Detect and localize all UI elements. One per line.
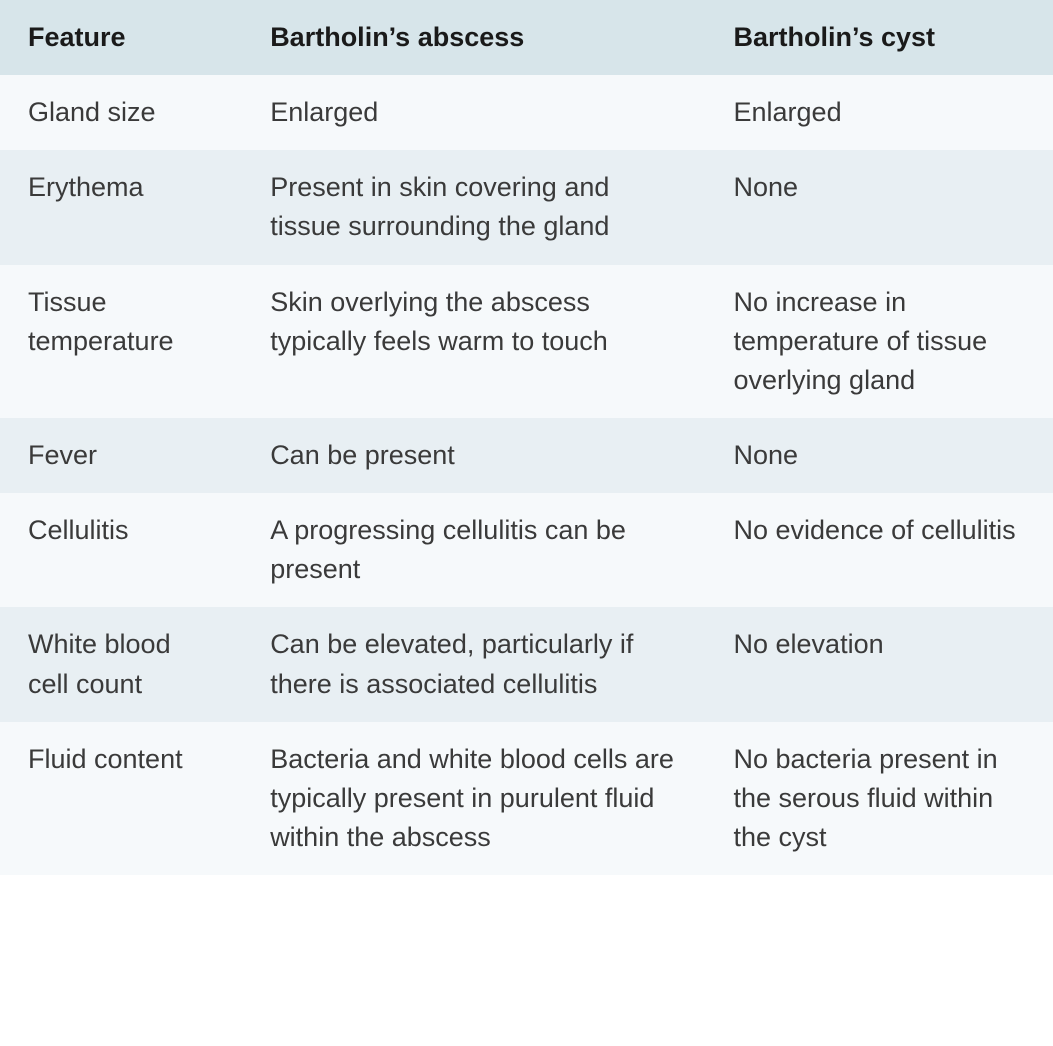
- cell-feature: Gland size: [0, 75, 242, 150]
- table-body: Gland size Enlarged Enlarged Erythema Pr…: [0, 75, 1053, 875]
- cell-abscess: Can be elevated, particularly if there i…: [242, 607, 705, 721]
- cell-cyst: No evidence of cellulitis: [706, 493, 1053, 607]
- cell-cyst: Enlarged: [706, 75, 1053, 150]
- table-row: Tissue temperature Skin overlying the ab…: [0, 265, 1053, 418]
- cell-abscess: Skin overlying the abscess typically fee…: [242, 265, 705, 418]
- cell-abscess: Enlarged: [242, 75, 705, 150]
- cell-feature: Cellulitis: [0, 493, 242, 607]
- cell-feature: Tissue temperature: [0, 265, 242, 418]
- cell-cyst: None: [706, 418, 1053, 493]
- table-row: Fluid content Bacteria and white blood c…: [0, 722, 1053, 875]
- table-header-row: Feature Bartholin’s abscess Bartholin’s …: [0, 0, 1053, 75]
- table-row: Erythema Present in skin covering and ti…: [0, 150, 1053, 264]
- cell-feature: Fever: [0, 418, 242, 493]
- table-row: Fever Can be present None: [0, 418, 1053, 493]
- cell-abscess: Can be present: [242, 418, 705, 493]
- cell-feature: Erythema: [0, 150, 242, 264]
- cell-abscess: Present in skin covering and tissue surr…: [242, 150, 705, 264]
- column-header-abscess: Bartholin’s abscess: [242, 0, 705, 75]
- comparison-table: Feature Bartholin’s abscess Bartholin’s …: [0, 0, 1053, 875]
- column-header-cyst: Bartholin’s cyst: [706, 0, 1053, 75]
- column-header-feature: Feature: [0, 0, 242, 75]
- cell-cyst: No bacteria present in the serous fluid …: [706, 722, 1053, 875]
- cell-feature: White blood cell count: [0, 607, 242, 721]
- table-row: White blood cell count Can be elevated, …: [0, 607, 1053, 721]
- cell-cyst: None: [706, 150, 1053, 264]
- cell-abscess: A progressing cellulitis can be present: [242, 493, 705, 607]
- table-row: Cellulitis A progressing cellulitis can …: [0, 493, 1053, 607]
- table-row: Gland size Enlarged Enlarged: [0, 75, 1053, 150]
- cell-cyst: No elevation: [706, 607, 1053, 721]
- cell-abscess: Bacteria and white blood cells are typic…: [242, 722, 705, 875]
- cell-feature: Fluid content: [0, 722, 242, 875]
- cell-cyst: No increase in temperature of tissue ove…: [706, 265, 1053, 418]
